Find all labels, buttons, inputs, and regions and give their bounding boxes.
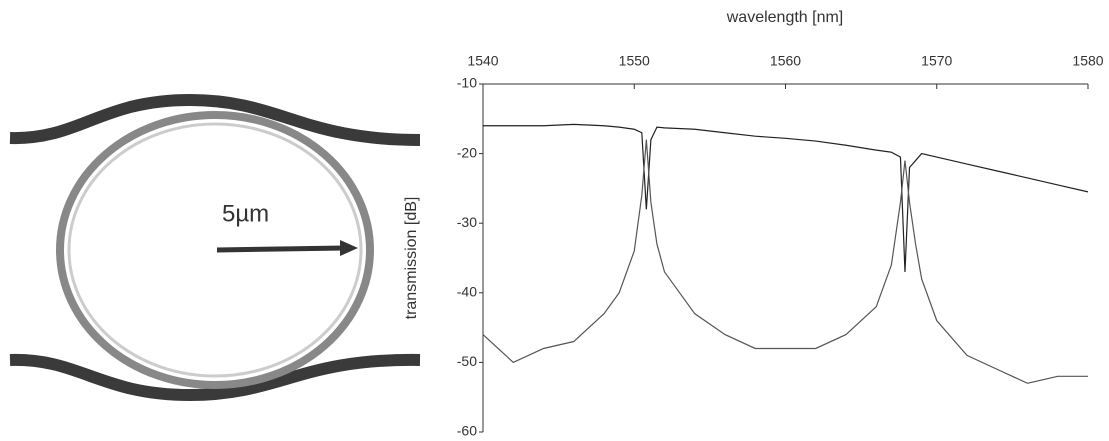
- x-tick-label: 1540: [467, 53, 498, 69]
- arrow-head: [340, 240, 358, 256]
- x-tick-label: 1560: [770, 53, 801, 69]
- x-tick-label: 1550: [619, 53, 650, 69]
- x-tick-label: 1580: [1072, 53, 1103, 69]
- y-tick-label: -40: [457, 284, 477, 300]
- waveguide-top: [9, 93, 421, 146]
- scale-label: 5µm: [222, 200, 269, 227]
- series-line: [482, 139, 1088, 384]
- micrograph: 5µm: [9, 93, 421, 402]
- scale-arrow: [216, 245, 346, 253]
- y-tick-label: -20: [457, 144, 477, 160]
- y-axis-title: transmission [dB]: [403, 197, 420, 320]
- series-line: [483, 123, 1089, 272]
- y-tick-label: -50: [457, 353, 477, 369]
- ring-inner: [67, 122, 363, 378]
- waveguide-bottom: [9, 353, 421, 402]
- x-tick-label: 1570: [921, 53, 952, 69]
- y-tick-label: -10: [457, 75, 477, 91]
- x-axis-title: wavelength [nm]: [726, 9, 844, 26]
- y-tick-label: -60: [457, 423, 477, 439]
- ring: [56, 111, 374, 389]
- y-tick-label: -30: [457, 214, 477, 230]
